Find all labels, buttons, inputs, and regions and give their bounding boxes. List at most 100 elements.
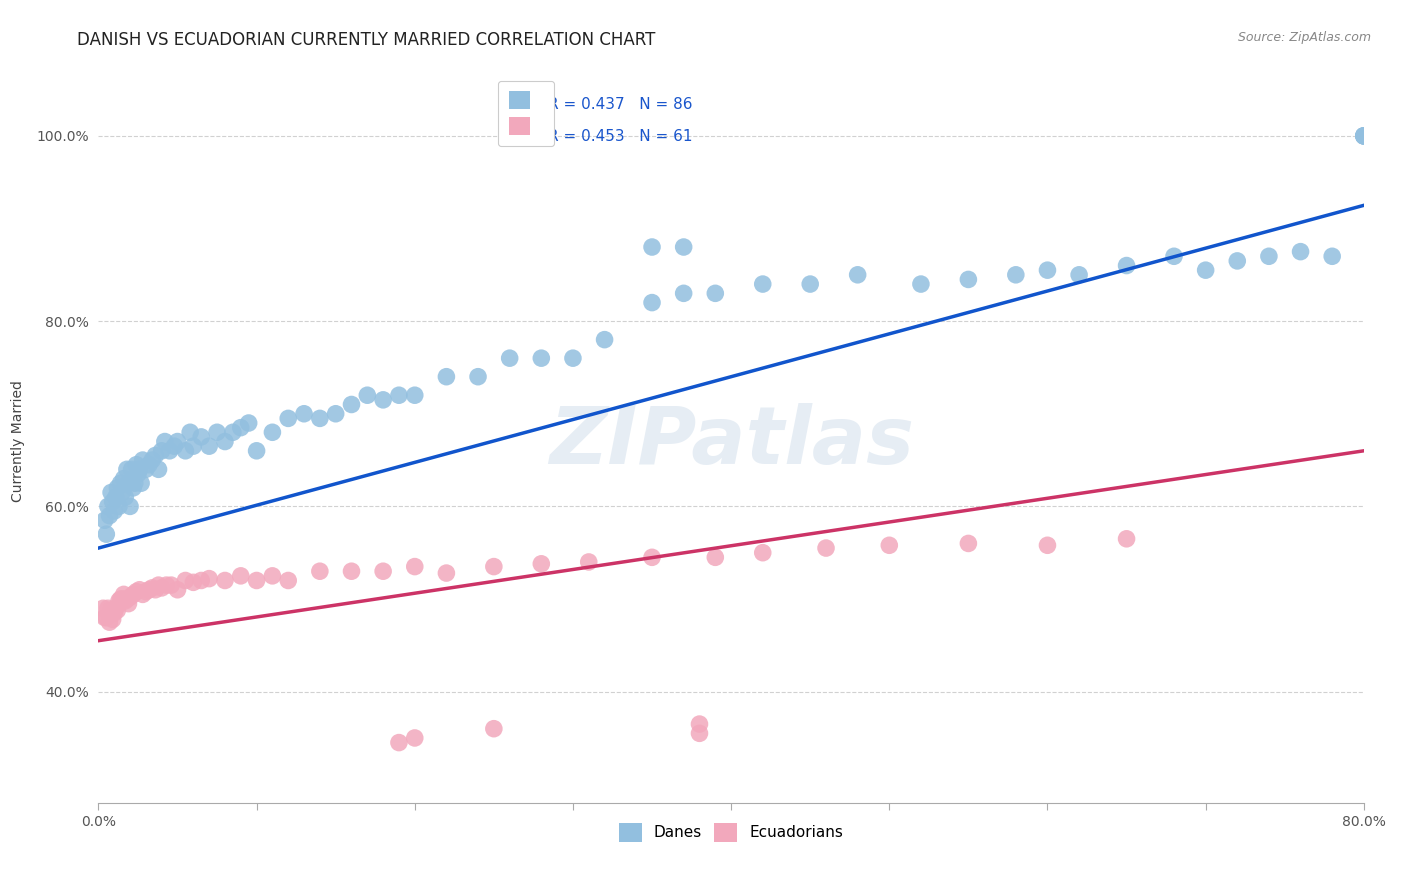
Point — [246, 574, 269, 588]
Point — [238, 416, 260, 430]
Point — [482, 559, 505, 574]
Point — [98, 508, 121, 523]
Point — [97, 500, 120, 514]
Point — [98, 615, 121, 630]
Point — [138, 582, 160, 597]
Point — [128, 582, 150, 597]
Point — [132, 453, 155, 467]
Point — [246, 443, 269, 458]
Point — [641, 295, 664, 310]
Point — [404, 559, 426, 574]
Point — [117, 597, 139, 611]
Point — [115, 462, 138, 476]
Point — [371, 564, 394, 578]
Point — [309, 564, 332, 578]
Point — [1036, 263, 1059, 277]
Point — [125, 584, 148, 599]
Point — [128, 462, 150, 476]
Point — [1067, 268, 1090, 282]
Point — [205, 425, 228, 440]
Point — [112, 587, 135, 601]
Text: R = 0.453   N = 61: R = 0.453 N = 61 — [547, 129, 692, 145]
Point — [1115, 259, 1137, 273]
Point — [93, 610, 117, 624]
Point — [97, 601, 120, 615]
Point — [404, 731, 426, 745]
Point — [436, 369, 458, 384]
Point — [120, 590, 141, 604]
Point — [111, 485, 134, 500]
Point — [107, 481, 129, 495]
Point — [356, 388, 378, 402]
Point — [910, 277, 932, 291]
Point — [96, 610, 118, 624]
Point — [593, 333, 616, 347]
Point — [145, 582, 166, 597]
Point — [277, 411, 299, 425]
Point — [641, 240, 664, 254]
Point — [125, 458, 148, 472]
Point — [482, 722, 505, 736]
Point — [292, 407, 315, 421]
Point — [135, 584, 157, 599]
Point — [371, 392, 394, 407]
Legend: Danes, Ecuadorians: Danes, Ecuadorians — [612, 815, 851, 849]
Point — [530, 557, 553, 571]
Point — [688, 717, 710, 731]
Point — [174, 574, 197, 588]
Point — [1194, 263, 1216, 277]
Point — [150, 443, 173, 458]
Point — [751, 277, 773, 291]
Point — [101, 612, 124, 626]
Point — [877, 538, 900, 552]
Point — [1353, 128, 1375, 143]
Point — [122, 481, 145, 495]
Point — [198, 439, 221, 453]
Point — [388, 388, 411, 402]
Point — [104, 490, 127, 504]
Point — [141, 581, 163, 595]
Point — [704, 286, 727, 301]
Point — [190, 574, 212, 588]
Point — [114, 594, 136, 608]
Point — [160, 578, 183, 592]
Point — [117, 476, 139, 491]
Point — [957, 536, 980, 550]
Point — [214, 434, 236, 449]
Point — [1163, 249, 1185, 263]
Point — [530, 351, 553, 366]
Point — [1115, 532, 1137, 546]
Point — [159, 443, 181, 458]
Point — [174, 443, 197, 458]
Point — [1257, 249, 1279, 263]
Point — [190, 430, 212, 444]
Point — [436, 566, 458, 580]
Point — [148, 462, 170, 476]
Point — [108, 594, 131, 608]
Point — [799, 277, 821, 291]
Point — [96, 527, 118, 541]
Point — [120, 500, 141, 514]
Point — [166, 434, 188, 449]
Point — [498, 351, 520, 366]
Point — [404, 388, 426, 402]
Point — [229, 569, 252, 583]
Text: R = 0.437   N = 86: R = 0.437 N = 86 — [547, 97, 692, 112]
Point — [132, 587, 155, 601]
Point — [107, 603, 129, 617]
Point — [153, 434, 176, 449]
Point — [93, 513, 117, 527]
Point — [467, 369, 489, 384]
Point — [262, 425, 284, 440]
Point — [388, 736, 411, 750]
Point — [1322, 249, 1344, 263]
Point — [112, 472, 135, 486]
Point — [1226, 254, 1249, 268]
Point — [1353, 128, 1375, 143]
Point — [104, 601, 127, 615]
Point — [163, 439, 186, 453]
Point — [751, 546, 773, 560]
Point — [672, 240, 695, 254]
Point — [578, 555, 600, 569]
Point — [166, 582, 188, 597]
